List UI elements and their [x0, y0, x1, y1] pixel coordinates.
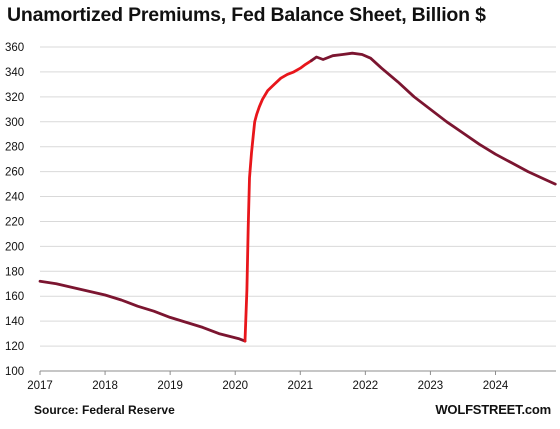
y-tick-label: 200	[5, 241, 24, 253]
x-tick-label: 2024	[483, 380, 509, 392]
gridlines	[40, 46, 556, 372]
y-tick-label: 180	[5, 266, 24, 278]
x-tick-label: 2021	[287, 380, 313, 392]
y-tick-label: 280	[5, 142, 24, 154]
series-lines	[38, 51, 557, 343]
y-tick-label: 320	[5, 92, 24, 104]
source-note: Source: Federal Reserve	[34, 403, 175, 417]
y-axis-ticks: 100 120 140 160 180 200 220 240 260 280 300 320 340 3…	[5, 42, 24, 378]
y-tick-label: 260	[5, 167, 24, 179]
y-tick-label: 220	[5, 216, 24, 228]
series-line-surge-2020-2021	[243, 59, 313, 343]
series-line-decline-2017-2020	[38, 279, 247, 343]
y-tick-label: 120	[5, 341, 24, 353]
y-tick-label: 240	[5, 192, 24, 204]
x-tick-label: 2022	[353, 380, 379, 392]
x-tick-label: 2019	[157, 380, 183, 392]
y-tick-label: 160	[5, 291, 24, 303]
x-tick-label: 2023	[418, 380, 444, 392]
x-tick-label: 2020	[222, 380, 248, 392]
y-tick-label: 100	[5, 366, 24, 378]
brand-label: WOLFSTREET.com	[435, 402, 551, 417]
y-tick-label: 300	[5, 117, 24, 129]
x-tick-label: 2017	[27, 380, 53, 392]
x-axis-ticks: 2017 2018 2019 2020 2021 2022 2023 2024	[27, 371, 509, 392]
chart-title: Unamortized Premiums, Fed Balance Sheet,…	[7, 4, 486, 26]
series-line-decline-2021-2024	[309, 51, 557, 186]
y-tick-label: 340	[5, 67, 24, 79]
x-tick-label: 2018	[92, 380, 118, 392]
y-tick-label: 360	[5, 42, 24, 54]
y-tick-label: 140	[5, 316, 24, 328]
